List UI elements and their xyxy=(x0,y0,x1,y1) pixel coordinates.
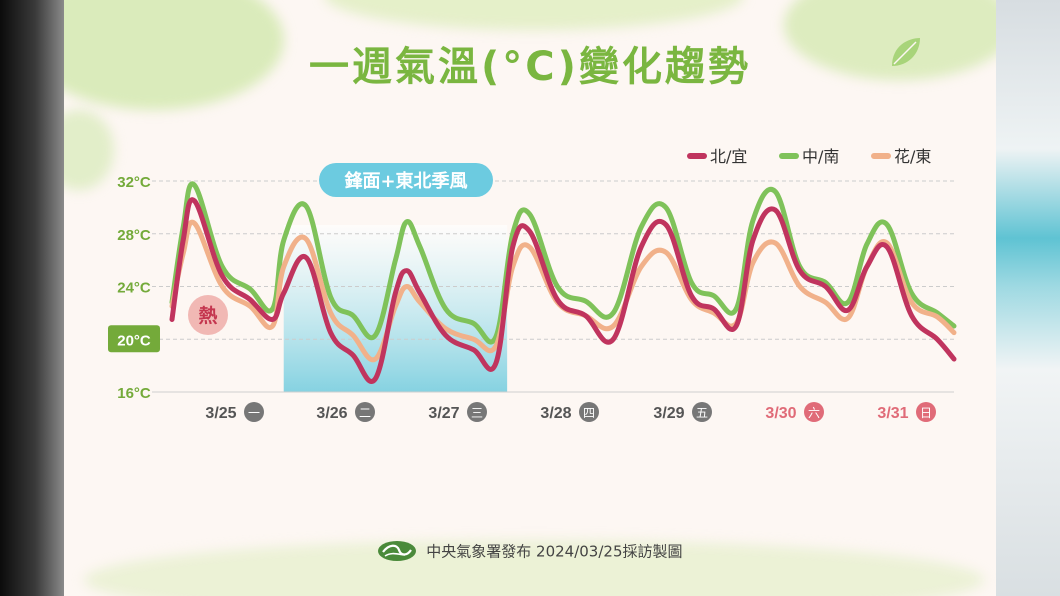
xtick-weekday: 三 xyxy=(471,406,483,420)
leaf-icon xyxy=(892,38,920,66)
weekday-circle xyxy=(804,402,824,422)
ytick-label: 28°C xyxy=(117,227,151,244)
xtick-date: 3/30 xyxy=(765,405,796,422)
xtick-weekday: 四 xyxy=(583,406,595,420)
left-border xyxy=(0,0,64,596)
weekday-circle xyxy=(692,402,712,422)
xtick-date: 3/27 xyxy=(428,405,459,422)
front-badge-label: 鋒面+東北季風 xyxy=(343,170,467,192)
ytick-label: 16°C xyxy=(117,385,151,402)
watercolor-blob-bottom xyxy=(84,540,984,596)
weekday-circle xyxy=(244,402,264,422)
weekday-circle xyxy=(467,402,487,422)
ytick-label: 24°C xyxy=(117,280,151,297)
weekday-circle xyxy=(355,402,375,422)
series-line-north xyxy=(169,197,957,384)
ytick-highlight-bg xyxy=(108,325,160,353)
cwa-logo-icon xyxy=(378,541,417,561)
hot-badge xyxy=(188,295,228,335)
ytick-label: 32°C xyxy=(117,174,151,191)
xtick-weekday: 五 xyxy=(696,406,708,420)
right-border xyxy=(996,0,1060,596)
xtick-weekday: 一 xyxy=(248,406,260,420)
xtick-date: 3/25 xyxy=(205,405,236,422)
xtick-date: 3/29 xyxy=(653,405,684,422)
xtick-date: 3/28 xyxy=(540,405,571,422)
xtick-weekday: 二 xyxy=(359,406,371,420)
xtick-date: 3/26 xyxy=(316,405,347,422)
weekday-circle xyxy=(916,402,936,422)
infographic-card: 一週氣溫(°C)變化趨勢 32°C 28°C 24°C 20°C 16°C 鋒面+東北季風… xyxy=(64,0,996,596)
legend-label: 北/宜 xyxy=(710,147,747,166)
page-title: 一週氣溫(°C)變化趨勢 xyxy=(309,44,751,90)
xtick-weekday: 六 xyxy=(808,406,820,420)
ytick-label: 20°C xyxy=(117,332,151,349)
weekday-circle xyxy=(579,402,599,422)
footer: 中央氣象署發布 2024/03/25採訪製圖 xyxy=(64,540,996,562)
front-badge xyxy=(319,163,493,197)
series-line-central xyxy=(169,181,957,345)
legend-label: 花/東 xyxy=(894,147,931,166)
legend-label: 中/南 xyxy=(802,147,839,166)
footer-text: 中央氣象署發布 2024/03/25採訪製圖 xyxy=(426,542,683,561)
hot-badge-label: 熱 xyxy=(198,304,217,327)
xtick-date: 3/31 xyxy=(877,405,908,422)
xtick-weekday: 日 xyxy=(920,406,932,420)
series-line-east xyxy=(169,219,957,363)
